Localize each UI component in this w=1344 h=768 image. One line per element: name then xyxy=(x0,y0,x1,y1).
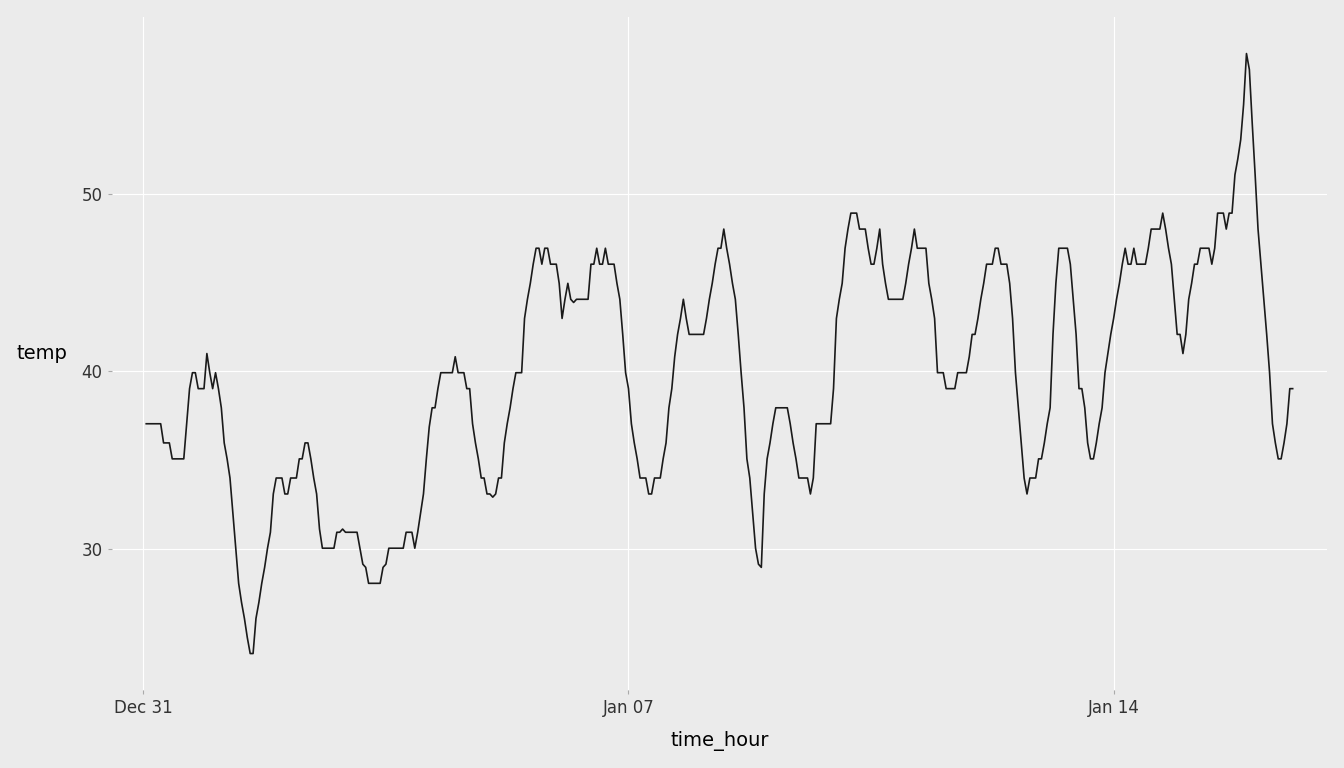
Y-axis label: temp: temp xyxy=(16,344,67,363)
X-axis label: time_hour: time_hour xyxy=(671,731,769,751)
